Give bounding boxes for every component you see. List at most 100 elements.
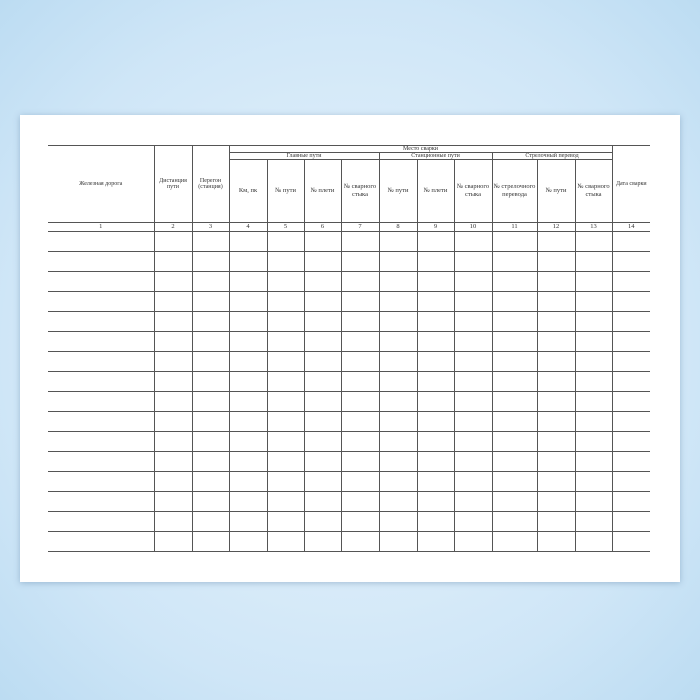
group-header: Станционные пути [378, 152, 493, 160]
empty-cell [340, 291, 380, 312]
empty-cell [611, 411, 651, 432]
empty-cell [416, 291, 455, 312]
empty-cell [574, 451, 613, 472]
empty-cell [491, 391, 538, 412]
empty-cell [340, 371, 380, 392]
empty-cell [491, 251, 538, 272]
empty-cell [266, 311, 305, 332]
empty-cell [453, 371, 493, 392]
empty-cell [266, 271, 305, 292]
empty-cell [536, 491, 576, 512]
empty-cell [611, 491, 651, 512]
empty-cell [491, 311, 538, 332]
table-row [48, 371, 651, 392]
col-number: 11 [491, 222, 538, 232]
empty-cell [191, 531, 230, 552]
empty-cell [491, 271, 538, 292]
empty-cell [416, 511, 455, 532]
empty-cell [574, 231, 613, 252]
empty-cell [416, 451, 455, 472]
empty-cell [48, 271, 155, 292]
empty-cell [491, 291, 538, 312]
empty-cell [416, 431, 455, 452]
empty-cell [416, 251, 455, 272]
empty-cell [611, 351, 651, 372]
empty-cell [416, 491, 455, 512]
empty-cell [191, 511, 230, 532]
empty-cell [153, 511, 193, 532]
empty-cell [340, 231, 380, 252]
empty-cell [574, 371, 613, 392]
col-number: 7 [340, 222, 380, 232]
empty-cell [574, 491, 613, 512]
col-number: 13 [574, 222, 613, 232]
empty-cell [48, 371, 155, 392]
group-header: Стрелочный перевод [491, 152, 613, 160]
empty-cell [611, 291, 651, 312]
empty-cell [191, 411, 230, 432]
empty-cell [340, 351, 380, 372]
empty-cell [191, 271, 230, 292]
empty-cell [378, 291, 418, 312]
empty-cell [228, 391, 268, 412]
col-number: 10 [453, 222, 493, 232]
empty-cell [228, 271, 268, 292]
empty-cell [416, 271, 455, 292]
col-header: Перегон (станция) [191, 145, 230, 223]
table-row [48, 431, 651, 452]
col-number: 4 [228, 222, 268, 232]
empty-cell [266, 371, 305, 392]
empty-cell [48, 491, 155, 512]
empty-cell [453, 351, 493, 372]
empty-cell [491, 531, 538, 552]
col-header: Железная дорога [48, 145, 155, 223]
empty-cell [491, 371, 538, 392]
col-number: 12 [536, 222, 576, 232]
empty-cell [416, 351, 455, 372]
empty-cell [153, 291, 193, 312]
empty-cell [303, 351, 342, 372]
empty-cell [491, 511, 538, 532]
empty-cell [378, 491, 418, 512]
empty-cell [303, 371, 342, 392]
empty-cell [340, 491, 380, 512]
col-number: 9 [416, 222, 455, 232]
empty-cell [378, 531, 418, 552]
empty-cell [574, 271, 613, 292]
empty-cell [303, 471, 342, 492]
table-row [48, 351, 651, 372]
col-header: Дата сварки [611, 145, 651, 223]
empty-cell [611, 391, 651, 412]
empty-cell [191, 351, 230, 372]
empty-cell [153, 371, 193, 392]
empty-cell [191, 491, 230, 512]
empty-cell [266, 431, 305, 452]
empty-cell [453, 511, 493, 532]
empty-cell [48, 251, 155, 272]
empty-cell [153, 531, 193, 552]
empty-cell [228, 331, 268, 352]
empty-cell [536, 471, 576, 492]
empty-cell [453, 451, 493, 472]
empty-cell [378, 411, 418, 432]
empty-cell [191, 391, 230, 412]
empty-cell [536, 271, 576, 292]
empty-cell [611, 231, 651, 252]
col-header: № сварного стыка [574, 159, 613, 223]
table-row [48, 251, 651, 272]
empty-cell [153, 251, 193, 272]
empty-cell [153, 231, 193, 252]
empty-cell [266, 411, 305, 432]
empty-cell [153, 451, 193, 472]
col-number: 6 [303, 222, 342, 232]
empty-cell [228, 311, 268, 332]
empty-cell [574, 511, 613, 532]
col-header: Дистанция пути [153, 145, 193, 223]
empty-cell [491, 351, 538, 372]
empty-cell [153, 331, 193, 352]
empty-cell [228, 451, 268, 472]
empty-cell [340, 411, 380, 432]
empty-cell [611, 331, 651, 352]
empty-cell [416, 531, 455, 552]
col-number: 14 [611, 222, 651, 232]
